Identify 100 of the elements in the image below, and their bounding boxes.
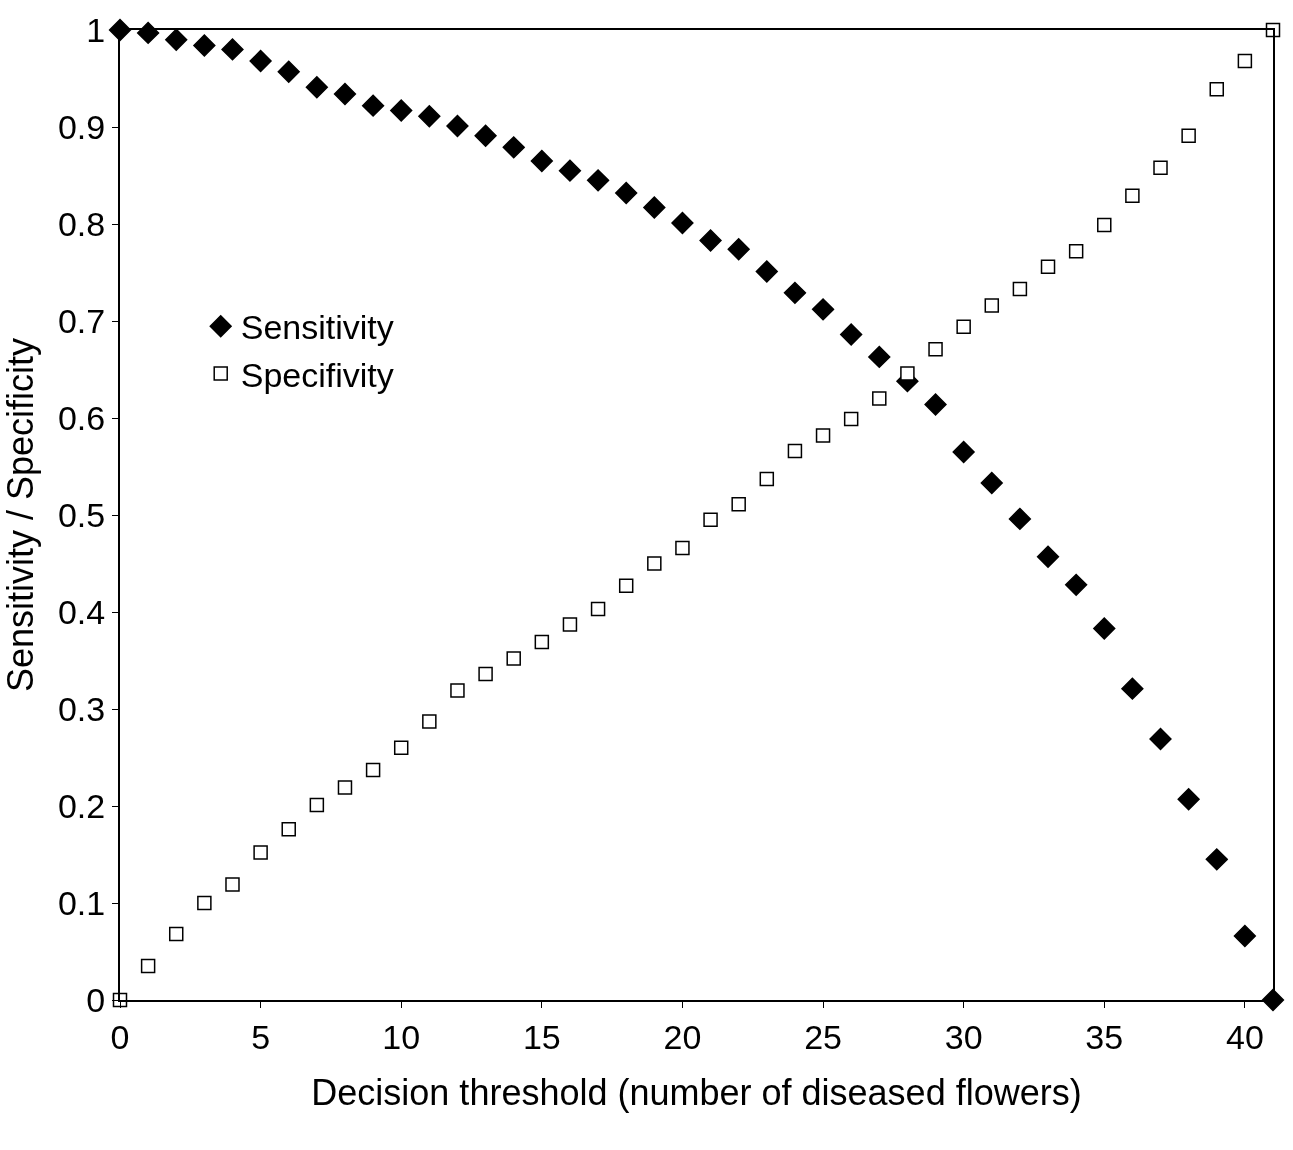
point	[225, 877, 240, 892]
point	[643, 196, 666, 219]
point	[450, 683, 465, 698]
point	[1209, 81, 1225, 97]
point	[671, 211, 694, 235]
point	[731, 497, 746, 512]
y-tick-label: 0.1	[57, 883, 106, 922]
legend-label: Sensitivity	[240, 308, 394, 347]
point	[1036, 545, 1060, 568]
point	[221, 38, 244, 61]
point	[1040, 259, 1056, 274]
y-tick-label: 0.6	[57, 398, 106, 437]
point	[474, 124, 497, 147]
point	[928, 341, 943, 357]
point	[390, 99, 413, 122]
y-tick-label: 0.2	[57, 786, 106, 825]
point	[1093, 617, 1116, 640]
x-tick-label: 30	[944, 1017, 983, 1056]
x-tick-label: 20	[663, 1017, 702, 1056]
point	[168, 926, 184, 942]
point	[727, 238, 750, 261]
point	[140, 958, 156, 974]
x-tick-label: 25	[804, 1017, 842, 1056]
point	[337, 780, 353, 795]
point	[1121, 677, 1144, 700]
point	[703, 512, 718, 528]
point	[1181, 128, 1196, 143]
point	[815, 428, 831, 443]
point	[675, 540, 690, 556]
point	[811, 298, 835, 321]
point	[868, 345, 891, 369]
y-axis-title: Sensitivity / Specificity	[0, 337, 41, 693]
x-tick-label: 10	[382, 1017, 421, 1056]
point	[586, 169, 610, 192]
point	[136, 21, 160, 45]
point	[197, 895, 212, 911]
point	[558, 159, 582, 182]
y-tick-label: 0.8	[57, 204, 106, 243]
y-tick-label: 0.4	[57, 592, 106, 631]
point	[281, 822, 296, 837]
point	[759, 471, 775, 487]
point	[755, 260, 778, 283]
point	[506, 651, 521, 666]
y-tick-label: 0.3	[57, 689, 106, 728]
point	[530, 149, 553, 173]
point	[309, 797, 325, 813]
legend-label: Specifivity	[240, 355, 394, 394]
x-tick-label: 35	[1085, 1017, 1124, 1056]
x-tick-label: 0	[110, 1017, 130, 1056]
point	[361, 94, 385, 117]
point	[787, 443, 803, 459]
point	[1153, 160, 1168, 175]
point	[534, 634, 550, 650]
point	[305, 76, 328, 99]
point	[1149, 727, 1172, 751]
point	[418, 105, 441, 128]
point	[478, 666, 493, 682]
point	[647, 556, 662, 571]
point	[1177, 788, 1200, 811]
point	[590, 601, 606, 617]
point	[699, 229, 722, 252]
point	[446, 114, 469, 138]
point	[1097, 217, 1112, 233]
point	[193, 34, 216, 57]
point	[1233, 924, 1257, 948]
x-tick-label: 5	[251, 1017, 271, 1056]
point	[249, 49, 272, 73]
point	[900, 366, 915, 381]
point	[1068, 243, 1084, 259]
point	[980, 471, 1003, 495]
point	[165, 28, 188, 51]
point	[952, 440, 975, 464]
point	[840, 323, 863, 346]
x-axis-title: Decision threshold (number of diseased flowers)	[311, 1072, 1082, 1113]
point	[618, 578, 634, 594]
point	[924, 393, 947, 416]
point	[783, 281, 807, 305]
point	[1012, 281, 1028, 297]
y-tick-label: 0	[86, 980, 106, 1019]
point	[1008, 507, 1032, 531]
point	[843, 411, 859, 427]
y-tick-label: 1	[86, 10, 106, 49]
y-tick-label: 0.7	[57, 301, 106, 340]
point	[277, 60, 300, 83]
point	[333, 82, 357, 106]
point	[956, 319, 971, 335]
point	[872, 391, 887, 406]
point	[393, 740, 409, 756]
y-tick-label: 0.9	[57, 107, 106, 146]
point	[253, 845, 268, 860]
point	[984, 298, 1000, 313]
point	[422, 714, 437, 729]
point	[1125, 188, 1140, 204]
point	[562, 617, 578, 632]
point	[502, 136, 525, 159]
point	[365, 762, 381, 778]
point	[1237, 53, 1253, 69]
point	[1205, 848, 1228, 871]
point	[1065, 573, 1088, 596]
point	[615, 181, 638, 205]
